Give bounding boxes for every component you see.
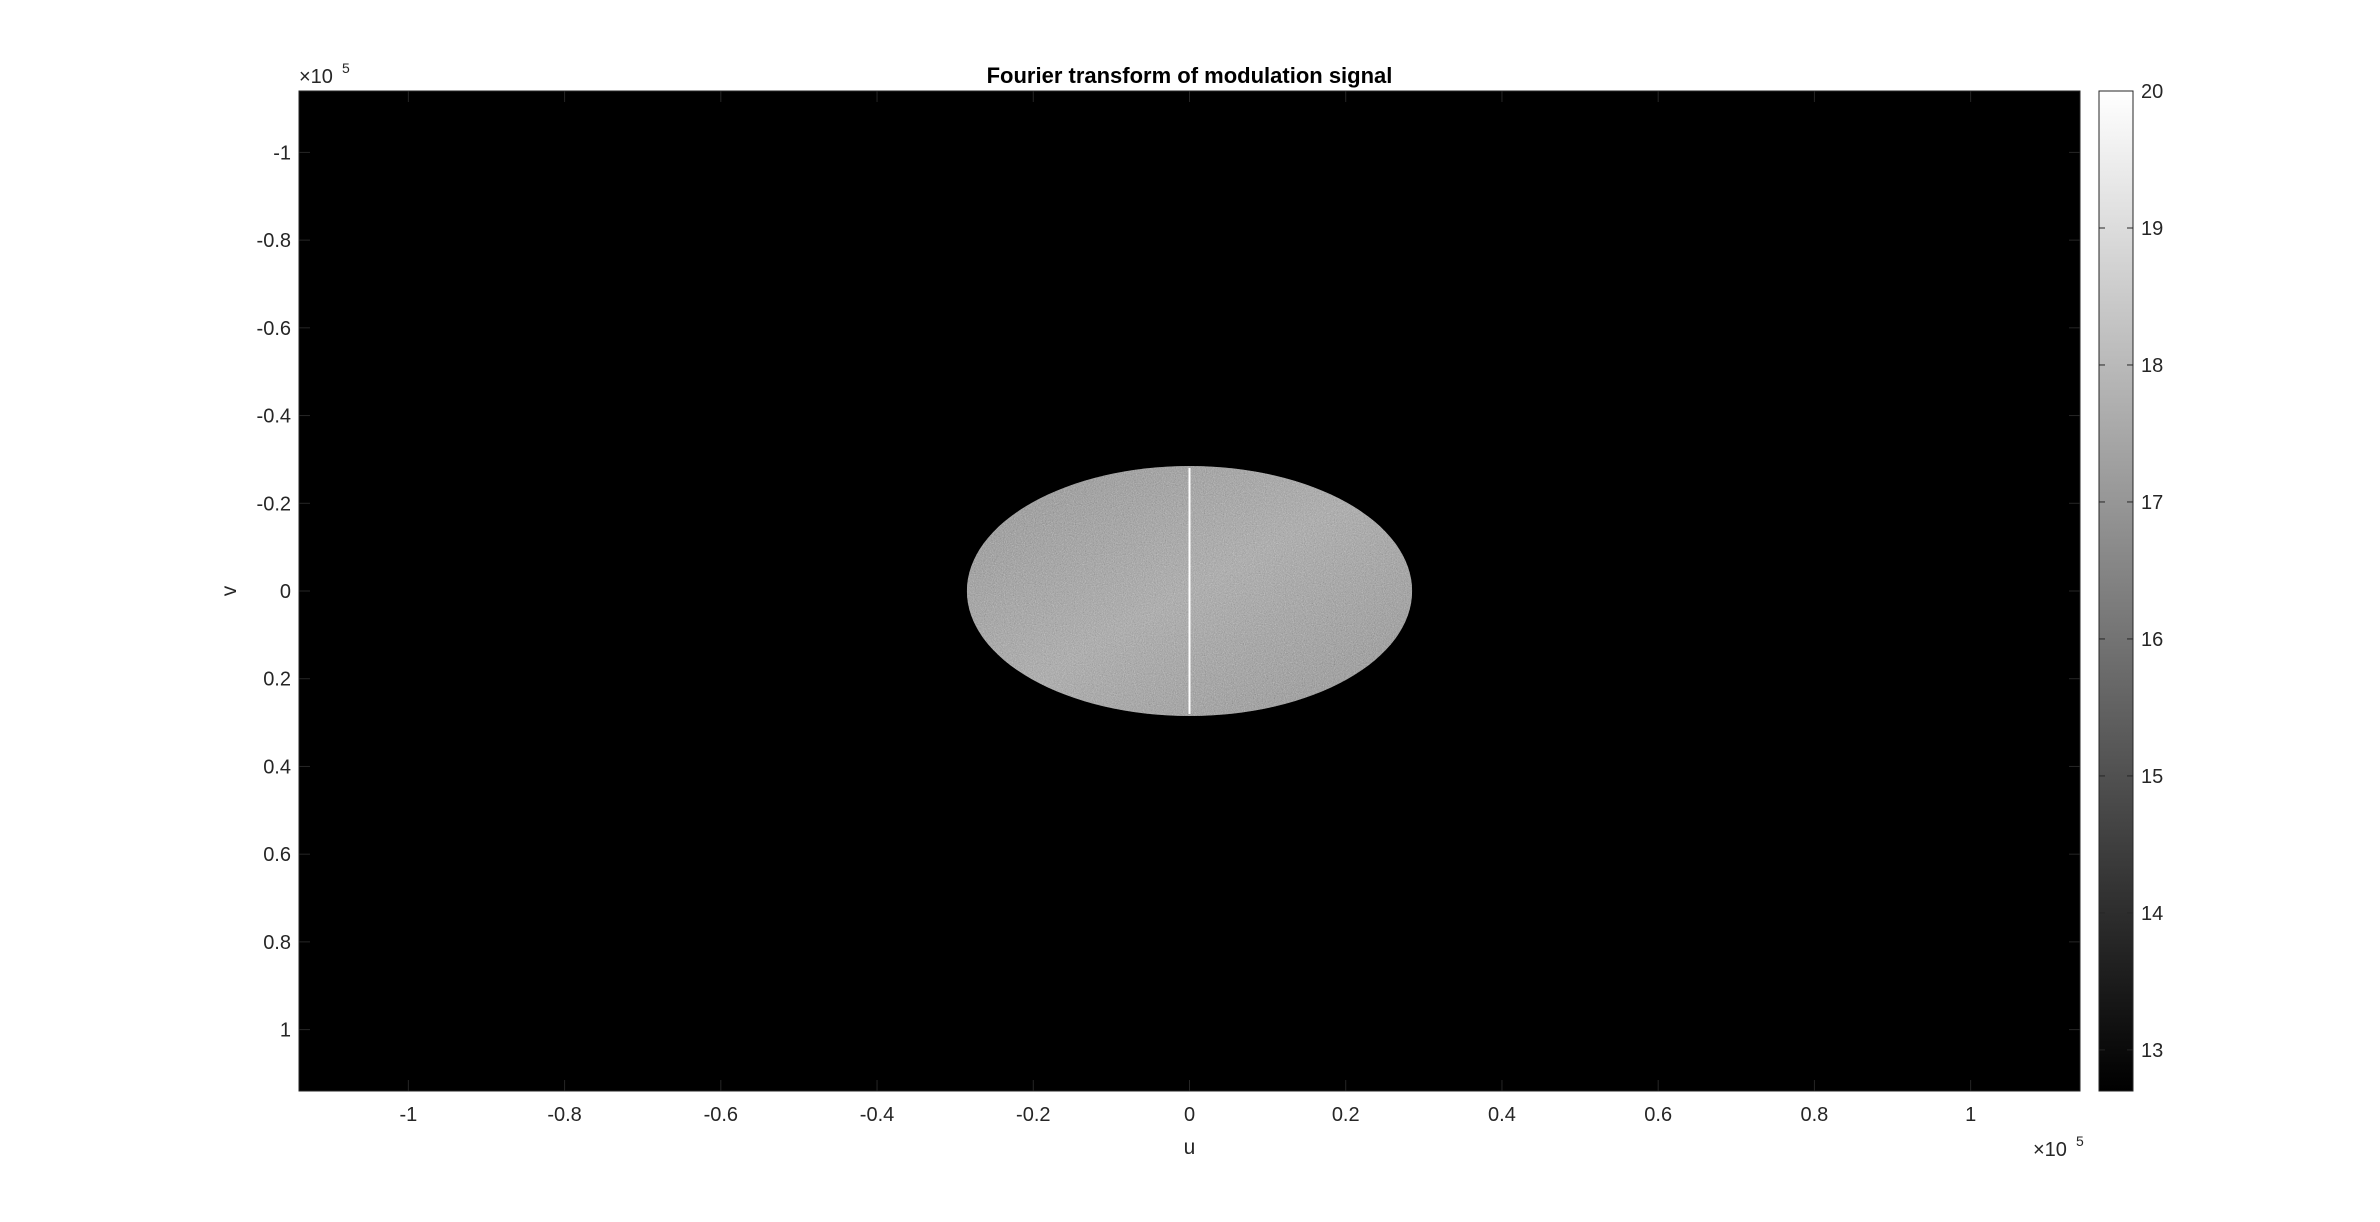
y-tick-label: -0.2 (257, 493, 291, 515)
y-tick-label: 1 (280, 1020, 291, 1042)
axes-frame (298, 90, 2081, 1092)
y-tick-label: -0.4 (257, 406, 291, 428)
colorbar-tick-label: 20 (2141, 81, 2163, 103)
colorbar-tick-label: 14 (2141, 903, 2163, 925)
colorbar-tick-label: 16 (2141, 629, 2163, 651)
colorbar-tick-label: 15 (2141, 766, 2163, 788)
x-tick-label: 0.2 (1332, 1104, 1360, 1126)
x-tick-label: 0.4 (1488, 1104, 1516, 1126)
y-tick-label: 0.2 (263, 669, 291, 691)
y-tick-label: -0.6 (257, 318, 291, 340)
x-axis-ticks: -1 -0.8 -0.6 -0.4 -0.2 0 0.2 0.4 0.6 0.8 1 (399, 91, 1976, 1126)
heatmap-image (966, 466, 1413, 716)
y-tick-label: 0.4 (263, 756, 291, 778)
plot-axes: -1 -0.8 -0.6 -0.4 -0.2 0 0.2 0.4 0.6 0.8 1 -1-0.8-… (257, 90, 2081, 1126)
x-tick-label: 1 (1965, 1104, 1976, 1126)
y-tick-label: -1 (273, 142, 291, 164)
x-tick-label: -0.4 (860, 1104, 894, 1126)
y-axis-exponent-base: ×10 (299, 66, 333, 88)
colorbar-gradient (2099, 91, 2133, 1091)
x-tick-label: 0.8 (1801, 1104, 1829, 1126)
x-axis-label: u (1184, 1136, 1196, 1159)
colorbar-tick-label: 17 (2141, 492, 2163, 514)
x-axis-exponent-base: ×10 (2033, 1139, 2067, 1161)
y-tick-label: 0 (280, 581, 291, 603)
colorbar-ticks: 13 14 15 16 17 18 19 20 (2099, 81, 2163, 1062)
y-axis-label: v (218, 585, 241, 596)
y-tick-label: 0.6 (263, 844, 291, 866)
x-tick-label: 0.6 (1644, 1104, 1672, 1126)
x-tick-label: -0.8 (547, 1104, 581, 1126)
x-tick-label: 0 (1184, 1104, 1195, 1126)
y-tick-label: 0.8 (263, 932, 291, 954)
colorbar: 13 14 15 16 17 18 19 20 (2098, 81, 2163, 1092)
y-axis-exponent-power: 5 (342, 60, 350, 76)
x-tick-label: -0.2 (1016, 1104, 1050, 1126)
x-axis-exponent-power: 5 (2076, 1133, 2084, 1149)
chart-title: Fourier transform of modulation signal (987, 63, 1393, 88)
colorbar-tick-label: 19 (2141, 218, 2163, 240)
y-axis-ticks: -1 -0.8 -0.6 -0.4 -0.2 0 0.2 0.4 0.6 0.8 1 (257, 142, 2080, 1042)
y-tick-label: -0.8 (257, 230, 291, 252)
y-axis-exponent: ×10 5 (299, 60, 350, 88)
colorbar-tick-label: 18 (2141, 355, 2163, 377)
colorbar-frame (2098, 90, 2134, 1092)
x-tick-label: -1 (399, 1104, 417, 1126)
x-axis-exponent: ×10 5 (2033, 1133, 2084, 1161)
colorbar-tick-label: 13 (2141, 1040, 2163, 1062)
x-tick-label: -0.6 (704, 1104, 738, 1126)
